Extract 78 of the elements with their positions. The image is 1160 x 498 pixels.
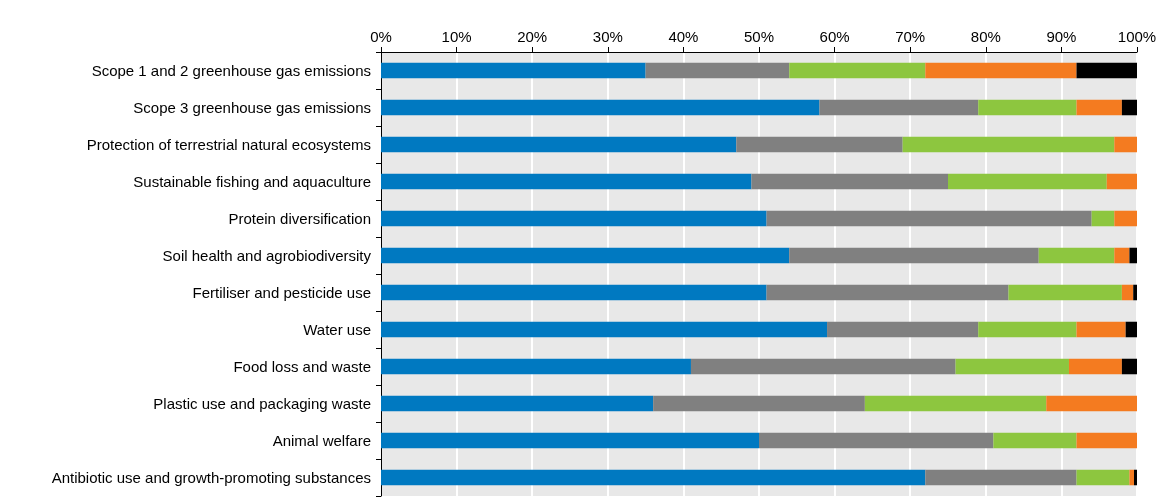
bar [381,247,790,264]
bar [736,136,903,153]
y-tick-label: Protection of terrestrial natural ecosystems [86,136,371,153]
bar [381,284,767,301]
x-tick-label: 30% [592,28,623,45]
x-tick-label: 90% [1046,28,1077,45]
y-tick-label: Scope 3 greenhouse gas emissions [133,99,371,116]
bar [925,62,1077,79]
bar [1008,284,1122,301]
y-tick-label: Food loss and waste [233,358,371,375]
bar [751,173,948,190]
bar [827,321,979,338]
bar [789,62,926,79]
bar [1076,62,1137,79]
x-tick-label: 100% [1117,28,1157,45]
bar [902,136,1115,153]
bar [955,358,1069,375]
x-tick-label: 40% [668,28,699,45]
bar [766,210,1092,227]
bar [1129,247,1137,264]
y-tick-label: Fertiliser and pesticide use [192,284,371,301]
bar [1076,99,1122,116]
bar [645,62,790,79]
bar [925,469,1077,486]
bar [381,432,759,449]
bar [381,321,828,338]
bar [864,395,1047,412]
bar [1121,99,1137,116]
bar [1076,321,1126,338]
x-tick-label: 80% [970,28,1001,45]
bar [993,432,1077,449]
y-tick-label: Plastic use and packaging waste [153,395,371,412]
y-tick-label: Scope 1 and 2 greenhouse gas emissions [91,62,371,79]
x-tick-label: 60% [819,28,850,45]
bar [381,210,767,227]
bar [978,321,1077,338]
bar [1038,247,1115,264]
bar [381,469,926,486]
x-tick-label: 0% [370,28,392,45]
bar [1076,469,1130,486]
bar [1125,321,1137,338]
y-tick-label: Animal welfare [272,432,371,449]
bar [948,173,1107,190]
bar [1114,247,1130,264]
x-tick-label: 50% [743,28,775,45]
bar [759,432,994,449]
bar [381,136,737,153]
bar [381,173,752,190]
x-tick-label: 10% [441,28,472,45]
bar [1133,284,1137,301]
x-tick-label: 20% [517,28,548,45]
bar [1091,210,1115,227]
bar [766,284,1009,301]
bar [978,99,1077,116]
y-tick-label: Water use [303,321,371,338]
bar [1121,284,1134,301]
y-tick-label: Sustainable fishing and aquaculture [133,173,371,190]
y-tick-label: Soil health and agrobiodiversity [162,247,372,264]
bar [789,247,1039,264]
bar [1129,469,1134,486]
x-tick-label: 70% [895,28,926,45]
bar [1114,210,1137,227]
bar [1046,395,1137,412]
bar [690,358,956,375]
bar [653,395,865,412]
bar [381,99,820,116]
bar [1133,469,1137,486]
bar [1121,358,1137,375]
bar [1076,432,1137,449]
bar [381,358,691,375]
bar [381,395,654,412]
y-tick-label: Antibiotic use and growth-promoting substances [51,469,371,486]
bar [819,99,979,116]
bar [381,62,646,79]
bar [1114,136,1137,153]
bar [1106,173,1137,190]
bar [1068,358,1122,375]
y-tick-label: Protein diversification [228,210,371,227]
